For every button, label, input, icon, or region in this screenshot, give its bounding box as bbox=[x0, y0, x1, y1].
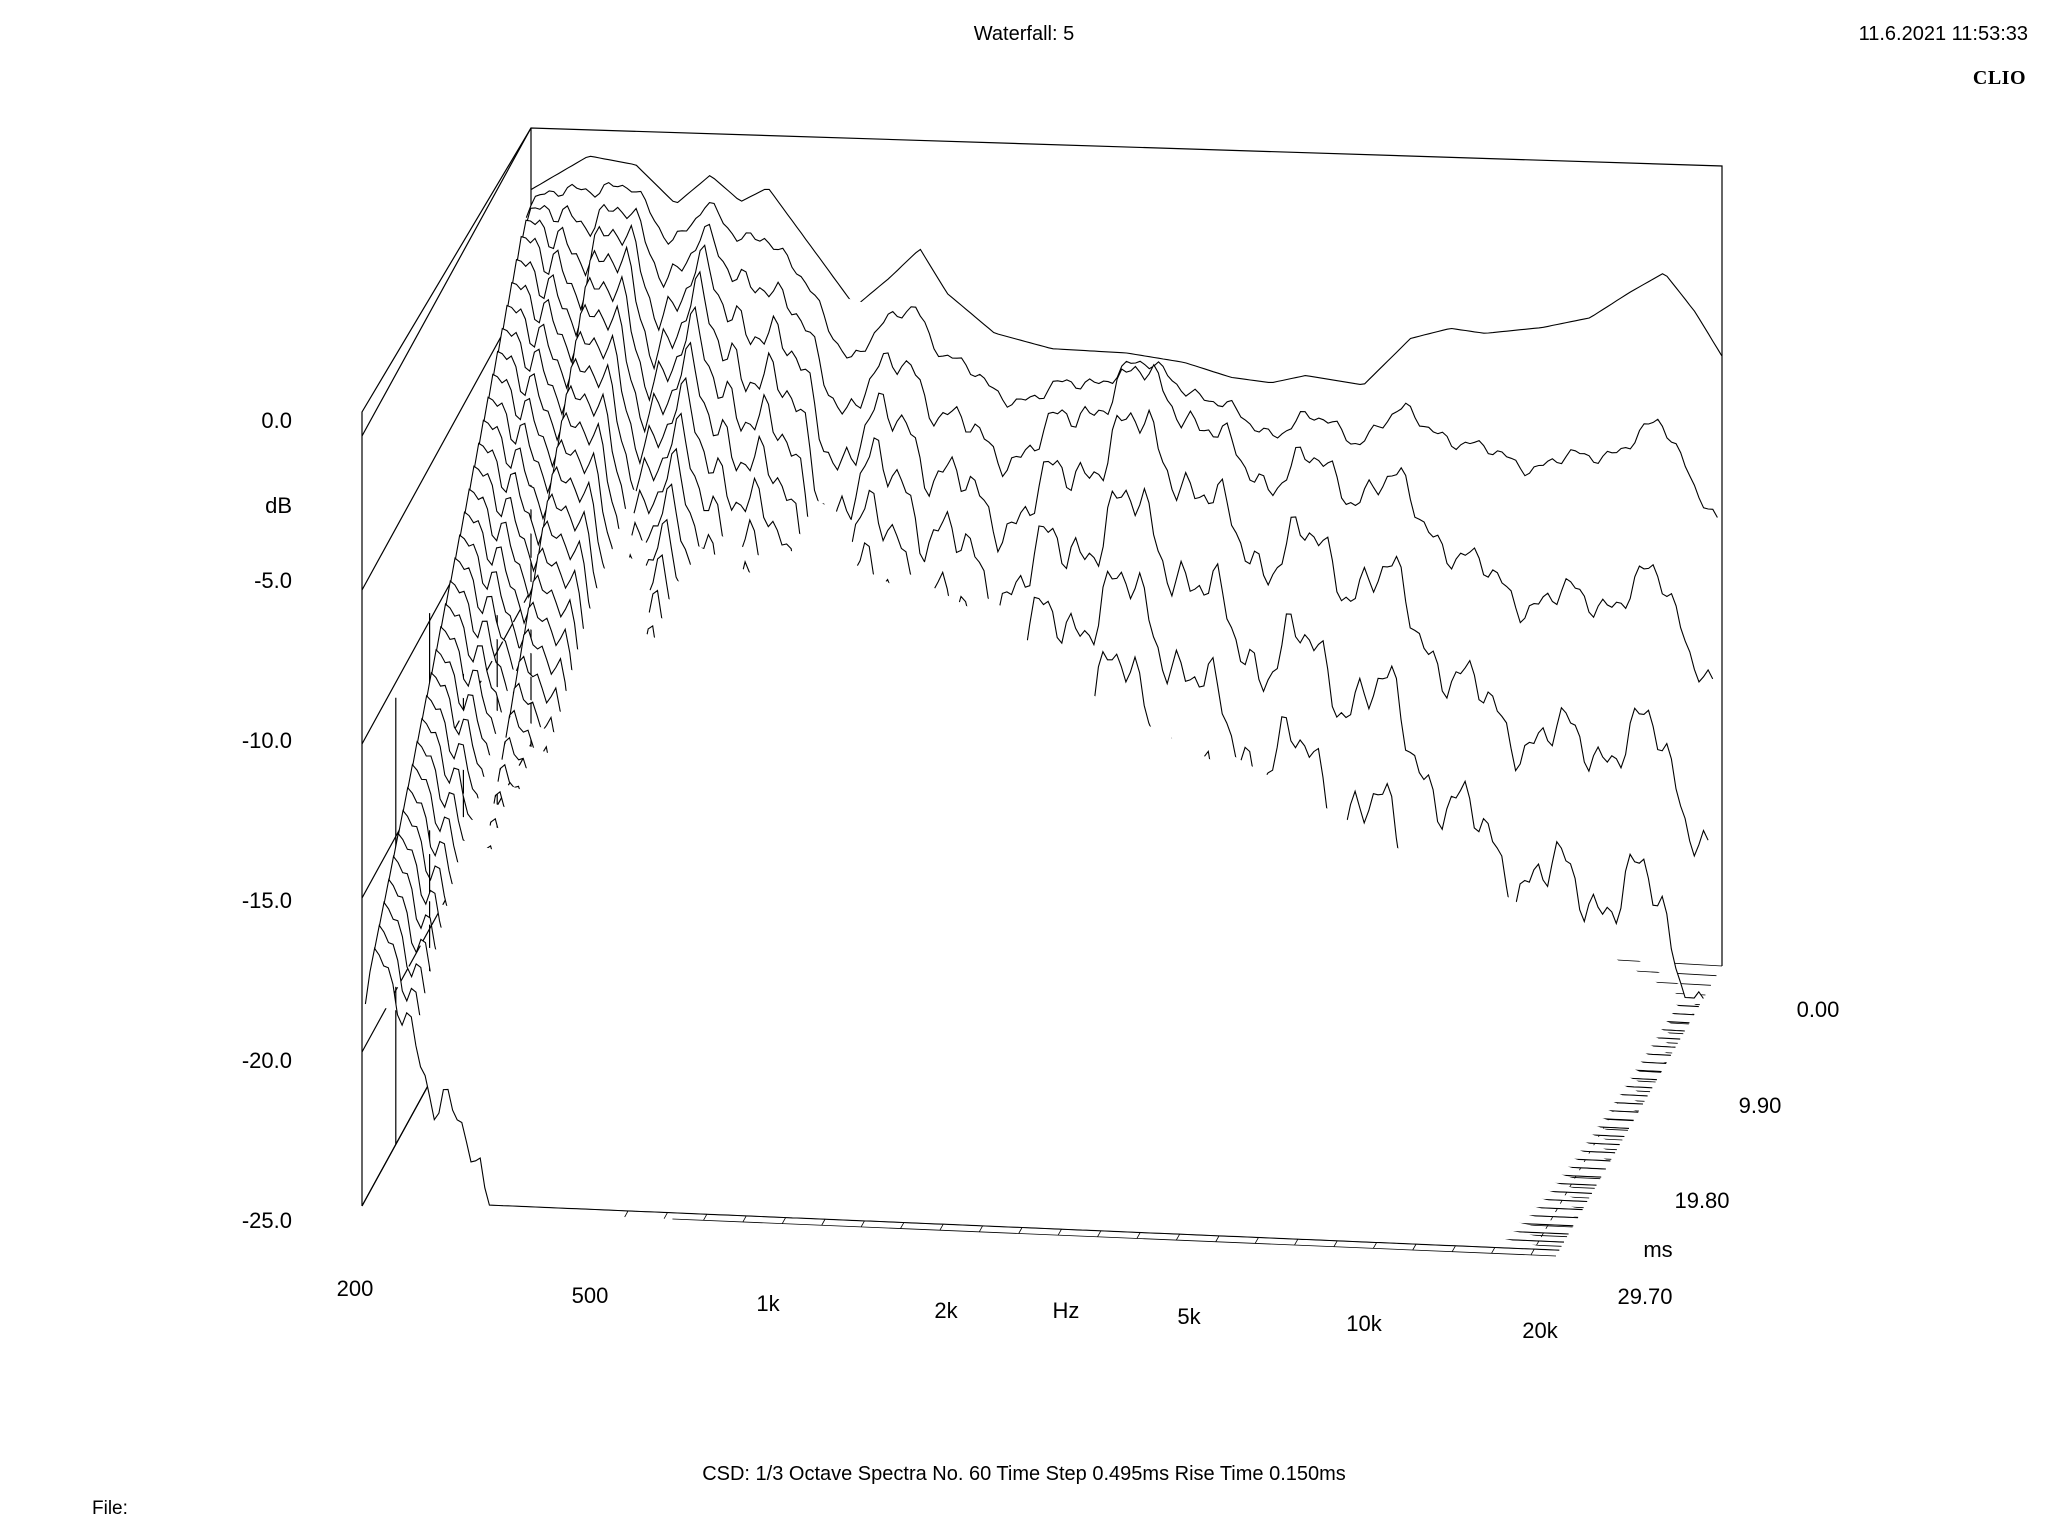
spectrum-slice bbox=[530, 155, 1723, 385]
hz-tick-label: 500 bbox=[572, 1283, 609, 1308]
ms-tick-label: 19.80 bbox=[1674, 1188, 1729, 1213]
spectra-slices bbox=[364, 155, 1723, 1251]
floor-time-line bbox=[672, 1218, 1557, 1257]
db-tick-label: -20.0 bbox=[242, 1048, 292, 1073]
hz-tick-label: 5k bbox=[1177, 1304, 1201, 1329]
hz-tick-label: 1k bbox=[756, 1291, 780, 1316]
db-guide-line bbox=[361, 127, 532, 437]
db-tick-label: -15.0 bbox=[242, 888, 292, 913]
y-axis-label: dB bbox=[265, 493, 292, 518]
x-axis-label: Hz bbox=[1053, 1298, 1080, 1323]
brand-logo: CLIO bbox=[1972, 67, 2026, 89]
ms-tick-label: 9.90 bbox=[1739, 1093, 1782, 1118]
z-axis-label: ms bbox=[1643, 1237, 1672, 1262]
spectrum-slice bbox=[525, 181, 1718, 518]
timestamp: 11.6.2021 11:53:33 bbox=[1858, 23, 2028, 45]
measurement-params: CSD: 1/3 Octave Spectra No. 60 Time Step… bbox=[702, 1463, 1346, 1485]
hz-tick-label: 20k bbox=[1522, 1318, 1558, 1343]
file-label: File: bbox=[92, 1498, 128, 1519]
hz-tick-label: 2k bbox=[934, 1298, 958, 1323]
ms-tick-label: 0.00 bbox=[1797, 997, 1840, 1022]
hz-tick-label: 200 bbox=[337, 1276, 374, 1301]
db-tick-label: -10.0 bbox=[242, 728, 292, 753]
db-tick-label: 0.0 bbox=[261, 408, 292, 433]
db-tick-label: -25.0 bbox=[242, 1208, 292, 1233]
db-tick-label: -5.0 bbox=[254, 568, 292, 593]
ms-tick-label: 29.70 bbox=[1617, 1284, 1672, 1309]
axis-labels: 0.0 -5.0 -10.0 -15.0 -20.0 -25.0 dB 200 500 1k 2k 5… bbox=[242, 408, 1840, 1343]
hz-tick-label: 10k bbox=[1346, 1311, 1382, 1336]
spectrum-slice bbox=[364, 947, 1560, 1251]
chart-title: Waterfall: 5 bbox=[973, 23, 1075, 45]
